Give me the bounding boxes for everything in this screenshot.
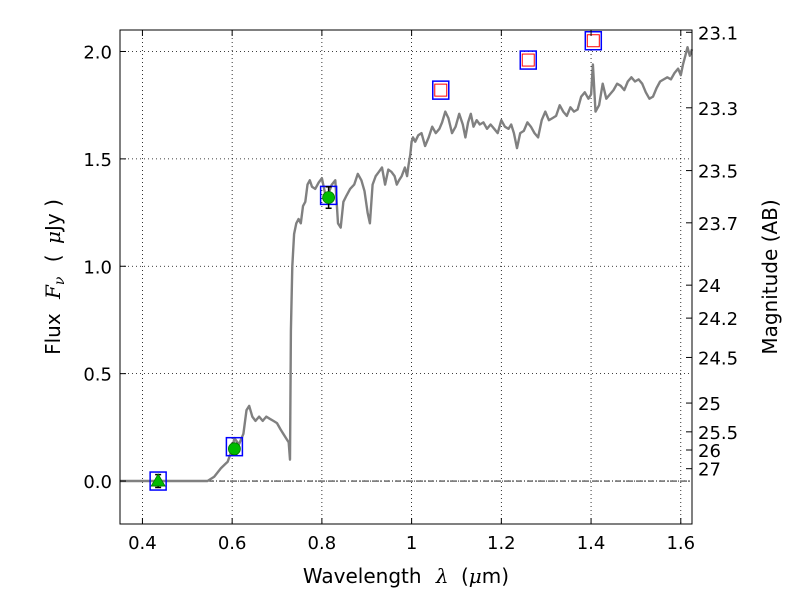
synthetic-point xyxy=(225,436,244,457)
y-axis-label-prefix: Flux xyxy=(41,313,65,355)
y-axis-label-open: ( xyxy=(41,254,65,262)
synthetic-point xyxy=(432,80,450,100)
synthetic-point xyxy=(149,471,167,491)
detection-point xyxy=(150,473,166,487)
y2-axis-label: Magnitude (AB) xyxy=(758,199,782,354)
x-axis-label-open: ( xyxy=(461,564,469,588)
y-tick-label: 1.5 xyxy=(83,150,112,171)
y-tick-label: 1.0 xyxy=(83,257,112,278)
x-axis-label-mu: μ xyxy=(469,564,482,588)
y-axis-label: Flux Fν ( μJy ) xyxy=(41,199,69,355)
y-axis-label-mu: μ xyxy=(41,231,65,244)
upper-limit-point xyxy=(434,83,448,97)
detection-point xyxy=(227,442,241,456)
y2-tick-label: 24 xyxy=(698,276,721,297)
x-tick-label: 1 xyxy=(406,533,417,554)
detections xyxy=(150,186,336,489)
x-tick-label: 0.4 xyxy=(128,533,157,554)
y-axis-label-symbol: F xyxy=(41,284,65,300)
x-axis-ticks: 0.4 0.6 0.8 1 1.2 1.4 1.6 xyxy=(128,30,695,554)
x-axis-label-symbol: λ xyxy=(435,564,449,588)
plot-frame xyxy=(119,29,693,525)
y2-tick-label: 26 xyxy=(698,441,721,462)
upper-limits xyxy=(434,34,600,97)
y-axis-label-rest: Jy ) xyxy=(41,199,65,233)
x-tick-label: 1.2 xyxy=(487,533,516,554)
model-spectrum-line xyxy=(120,46,694,483)
y2-tick-label: 23.5 xyxy=(698,162,738,183)
y2-tick-label: 24.2 xyxy=(698,309,738,330)
y2-tick-label: 25 xyxy=(698,394,721,415)
upper-limit-point xyxy=(521,53,535,67)
upper-limit-point xyxy=(586,34,600,48)
x-axis-label-rest: m) xyxy=(482,564,509,588)
x-axis-label: Wavelength λ (μm) xyxy=(303,564,509,588)
y-axis-ticks: 0.0 0.5 1.0 1.5 2.0 xyxy=(83,42,126,493)
x-tick-label: 1.4 xyxy=(577,533,606,554)
x-tick-label: 0.6 xyxy=(218,533,247,554)
y-tick-label: 0.5 xyxy=(83,365,112,386)
y2-tick-label: 24.5 xyxy=(698,348,738,369)
y2-tick-label: 27 xyxy=(698,460,721,481)
x-tick-label: 0.8 xyxy=(308,533,337,554)
y2-tick-label: 23.3 xyxy=(698,99,738,120)
y-tick-label: 2.0 xyxy=(83,42,112,63)
x-tick-label: 1.6 xyxy=(666,533,695,554)
y2-tick-label: 23.1 xyxy=(698,23,738,44)
y2-tick-label: 23.7 xyxy=(698,214,738,235)
synthetic-point xyxy=(519,50,538,70)
y2-tick-label: 25.5 xyxy=(698,423,738,444)
x-axis-label-prefix: Wavelength xyxy=(303,564,422,588)
y-axis-label-subscript: ν xyxy=(52,276,68,285)
synthetic-point xyxy=(584,30,603,51)
y-tick-label: 0.0 xyxy=(83,472,112,493)
detection-point xyxy=(322,191,336,204)
